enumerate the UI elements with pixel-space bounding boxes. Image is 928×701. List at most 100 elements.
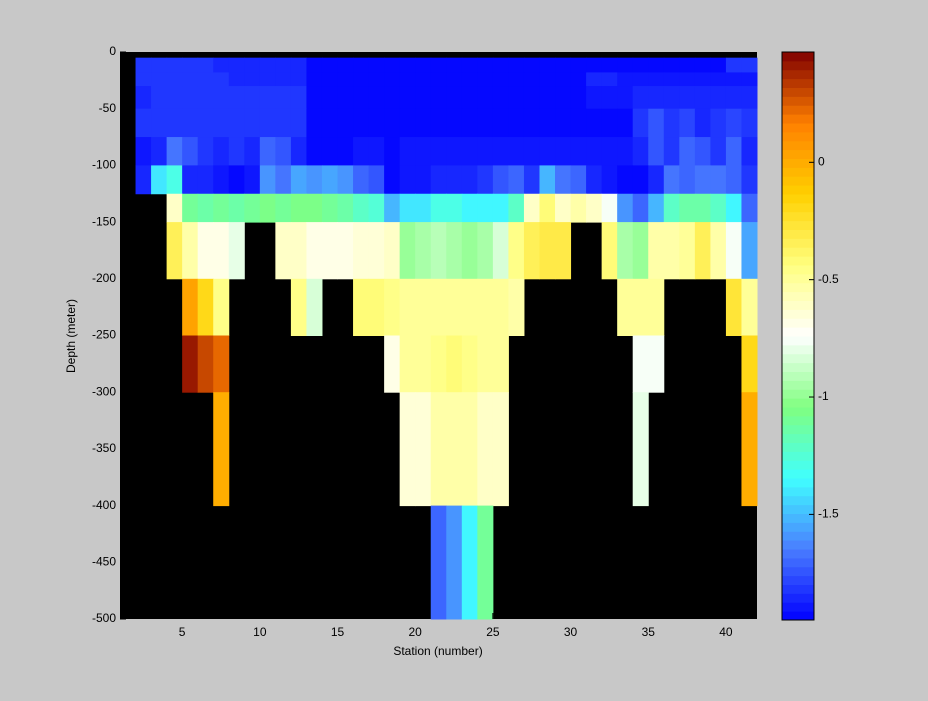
heatmap-cell <box>306 278 323 336</box>
heatmap-cell <box>213 137 230 166</box>
heatmap-cell <box>461 392 478 507</box>
heatmap-cell <box>290 108 307 138</box>
heatmap-cell <box>570 193 587 223</box>
colorbar-band <box>782 273 814 284</box>
heatmap-cell <box>228 193 245 223</box>
heatmap-cell <box>725 222 742 280</box>
heatmap-cell <box>275 165 292 195</box>
heatmap-cell <box>384 193 401 223</box>
heatmap-cell <box>679 165 696 195</box>
heatmap-cell <box>430 278 447 336</box>
colorbar-band <box>782 531 814 541</box>
heatmap-cell <box>244 193 261 223</box>
colorbar-band <box>782 602 814 612</box>
heatmap-cell <box>601 57 618 73</box>
heatmap-cell <box>337 86 354 110</box>
heatmap-cell <box>244 137 261 166</box>
heatmap-cell <box>570 108 587 138</box>
heatmap-cell <box>492 86 509 110</box>
colorbar-band <box>782 282 814 293</box>
y-tick-label: -500 <box>92 611 116 625</box>
heatmap-cell <box>617 193 634 223</box>
heatmap-cell <box>632 222 649 280</box>
heatmap-cell <box>368 57 385 73</box>
heatmap-cell <box>601 86 618 110</box>
heatmap-cell <box>570 72 587 87</box>
heatmap-cell <box>617 165 634 195</box>
heatmap-cell <box>306 222 323 280</box>
x-tick-label: 35 <box>642 625 656 639</box>
heatmap-cell <box>151 57 168 73</box>
colorbar-band <box>782 451 814 461</box>
heatmap-cell <box>197 165 214 195</box>
heatmap-cell <box>135 165 152 195</box>
heatmap-cell <box>135 57 152 73</box>
heatmap-cell <box>399 86 416 110</box>
heatmap-cell <box>477 86 494 110</box>
heatmap-cell <box>290 222 307 280</box>
colorbar-band <box>782 105 814 115</box>
heatmap-cell <box>694 108 711 138</box>
heatmap-cell <box>492 57 509 73</box>
heatmap-cell <box>384 335 401 393</box>
heatmap-cell <box>166 86 183 110</box>
heatmap-cell <box>508 57 525 73</box>
heatmap-cell <box>290 137 307 166</box>
heatmap-cell <box>679 108 696 138</box>
heatmap-cell <box>197 137 214 166</box>
heatmap-cell <box>492 108 509 138</box>
heatmap-cell <box>337 57 354 73</box>
heatmap-cell <box>337 165 354 195</box>
heatmap-cell <box>244 57 261 73</box>
heatmap-cell <box>617 278 634 336</box>
heatmap-cell <box>368 108 385 138</box>
heatmap-cell <box>415 165 432 195</box>
heatmap-cell <box>741 72 758 87</box>
heatmap-cell <box>384 278 401 336</box>
y-tick-label: -400 <box>92 498 116 512</box>
heatmap-cell <box>648 72 665 87</box>
heatmap-cell <box>477 137 494 166</box>
heatmap-cell <box>368 72 385 87</box>
colorbar-band <box>782 309 814 319</box>
colorbar-band <box>782 265 814 275</box>
heatmap-cell <box>446 193 463 223</box>
heatmap-cell <box>399 165 416 195</box>
heatmap-cell <box>228 137 245 166</box>
heatmap-cell <box>353 193 370 223</box>
heatmap-cell <box>586 57 603 73</box>
heatmap-cell <box>555 222 572 280</box>
heatmap-cell <box>741 335 758 393</box>
heatmap-cell <box>446 222 463 280</box>
heatmap-cell <box>213 222 230 280</box>
heatmap-cell <box>477 505 494 620</box>
colorbar-band <box>782 140 814 151</box>
heatmap-cell <box>399 137 416 166</box>
colorbar-band <box>782 300 814 310</box>
heatmap-cell <box>632 57 649 73</box>
heatmap-cell <box>477 392 494 507</box>
heatmap-cell <box>368 86 385 110</box>
heatmap-cell <box>306 57 323 73</box>
heatmap-cell <box>213 165 230 195</box>
heatmap-cell <box>197 86 214 110</box>
heatmap-cell <box>244 72 261 87</box>
heatmap-cell <box>306 165 323 195</box>
heatmap-cell <box>415 335 432 393</box>
heatmap-cell <box>648 222 665 280</box>
heatmap-cell <box>430 193 447 223</box>
heatmap-cell <box>197 193 214 223</box>
heatmap-cell <box>415 108 432 138</box>
heatmap-cell <box>430 222 447 280</box>
y-tick-label: -300 <box>92 384 116 398</box>
heatmap-cell <box>741 222 758 280</box>
heatmap-cell <box>694 222 711 280</box>
heatmap-cell <box>461 505 478 620</box>
heatmap-cell <box>694 86 711 110</box>
heatmap-cell <box>725 86 742 110</box>
heatmap-cell <box>399 278 416 336</box>
heatmap-cell <box>461 335 478 393</box>
heatmap-cell <box>166 57 183 73</box>
heatmap-cell <box>430 335 447 393</box>
heatmap-cell <box>679 72 696 87</box>
